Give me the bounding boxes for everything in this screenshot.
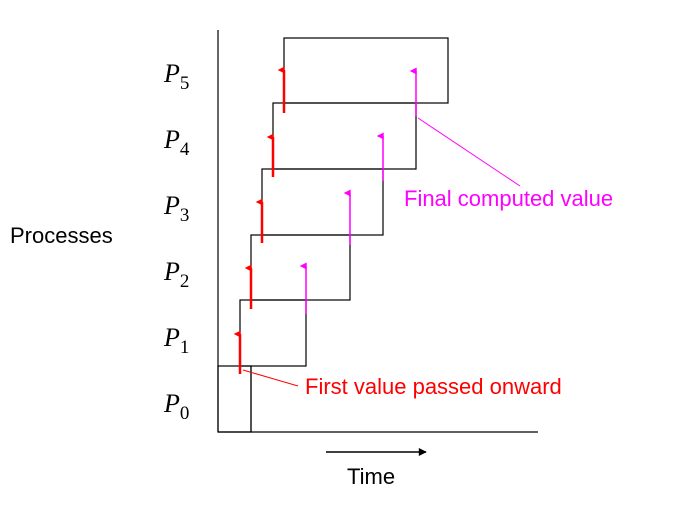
process-box-p1 bbox=[239, 299, 307, 367]
y-axis-label: Processes bbox=[10, 223, 113, 248]
process-label-p4: P4 bbox=[163, 125, 190, 160]
process-label-p1: P1 bbox=[163, 323, 189, 358]
process-box-p3 bbox=[261, 168, 384, 236]
final-value-annotation: Final computed value bbox=[404, 186, 613, 211]
process-box-p0 bbox=[217, 365, 252, 433]
first-value-leader bbox=[242, 369, 299, 387]
process-box-p2 bbox=[250, 234, 351, 301]
process-label-p2: P2 bbox=[163, 257, 189, 292]
process-label-p3: P3 bbox=[163, 191, 189, 226]
process-label-p0: P0 bbox=[163, 389, 189, 424]
process-box-p5 bbox=[283, 37, 449, 104]
final-value-leader bbox=[417, 117, 521, 187]
x-axis-label: Time bbox=[347, 464, 395, 489]
process-label-p5: P5 bbox=[163, 59, 189, 94]
process-box-p4 bbox=[272, 102, 417, 170]
first-value-annotation: First value passed onward bbox=[305, 374, 562, 399]
